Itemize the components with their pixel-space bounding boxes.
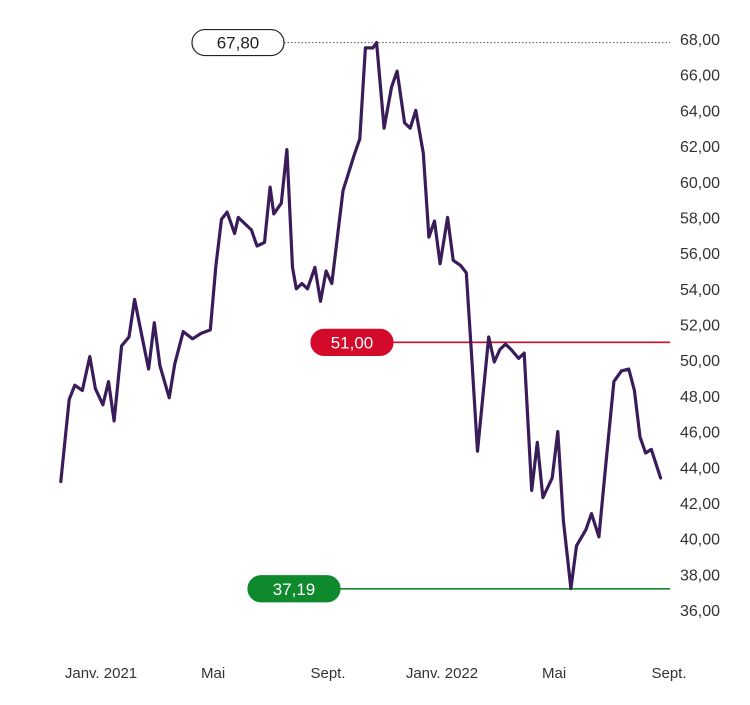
x-tick-label: Mai <box>542 665 566 682</box>
reference-labels: 51,00 37,19 67,80 <box>191 28 394 603</box>
y-tick-label: 66,00 <box>680 68 720 85</box>
reference-label-text: 51,00 <box>331 333 374 352</box>
x-axis: Janv. 2021 Mai Sept. Janv. 2022 Mai Sept. <box>65 665 687 682</box>
x-tick-label: Janv. 2022 <box>406 665 478 682</box>
y-tick-label: 36,00 <box>680 603 720 620</box>
y-tick-label: 52,00 <box>680 318 720 335</box>
y-tick-label: 44,00 <box>680 460 720 477</box>
y-tick-label: 68,00 <box>680 32 720 49</box>
x-tick-label: Sept. <box>310 665 345 682</box>
y-tick-label: 58,00 <box>680 210 720 227</box>
y-tick-label: 50,00 <box>680 353 720 370</box>
y-tick-label: 42,00 <box>680 496 720 513</box>
y-tick-label: 46,00 <box>680 425 720 442</box>
y-tick-label: 54,00 <box>680 282 720 299</box>
reference-label-pill <box>310 328 394 356</box>
reference-label-pill <box>247 575 341 603</box>
y-tick-label: 64,00 <box>680 103 720 120</box>
y-tick-label: 40,00 <box>680 532 720 549</box>
y-tick-label: 60,00 <box>680 175 720 192</box>
reference-label-text: 37,19 <box>273 580 316 599</box>
y-tick-label: 38,00 <box>680 567 720 584</box>
reference-label-pill <box>191 28 285 57</box>
x-tick-label: Mai <box>201 665 225 682</box>
x-tick-label: Sept. <box>651 665 686 682</box>
x-tick-label: Janv. 2021 <box>65 665 137 682</box>
price-line <box>59 41 663 591</box>
y-axis: 36,00 38,00 40,00 42,00 44,00 46,00 48,00 50,00… <box>680 32 720 620</box>
reference-label-text: 67,80 <box>217 34 260 53</box>
y-tick-label: 56,00 <box>680 246 720 263</box>
y-tick-label: 62,00 <box>680 139 720 156</box>
price-series <box>59 41 663 591</box>
reference-lines <box>284 42 670 590</box>
y-tick-label: 48,00 <box>680 389 720 406</box>
